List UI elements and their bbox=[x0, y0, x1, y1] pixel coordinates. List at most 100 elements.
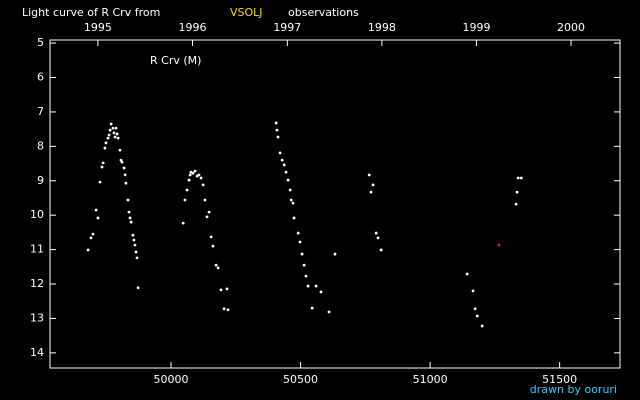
data-point bbox=[480, 324, 484, 328]
data-point bbox=[123, 173, 127, 177]
data-point bbox=[211, 244, 215, 248]
data-point bbox=[278, 151, 282, 155]
data-point bbox=[189, 170, 193, 174]
data-point bbox=[497, 243, 501, 247]
data-point bbox=[209, 235, 213, 239]
data-point bbox=[119, 158, 123, 162]
data-point bbox=[127, 210, 131, 214]
data-point bbox=[91, 232, 95, 236]
data-point bbox=[109, 122, 113, 126]
data-point bbox=[274, 121, 278, 125]
y-tick-label: 10 bbox=[30, 208, 44, 221]
data-point bbox=[291, 201, 295, 205]
year-label: 1998 bbox=[368, 21, 396, 34]
data-point bbox=[300, 252, 304, 256]
data-point bbox=[133, 243, 137, 247]
data-point bbox=[296, 231, 300, 235]
data-point bbox=[89, 236, 93, 240]
data-point bbox=[201, 183, 205, 187]
data-point bbox=[473, 307, 477, 311]
data-point bbox=[116, 136, 120, 140]
data-point bbox=[226, 308, 230, 312]
data-point bbox=[199, 176, 203, 180]
data-point bbox=[96, 216, 100, 220]
data-point bbox=[374, 231, 378, 235]
data-point bbox=[135, 256, 139, 260]
data-point bbox=[86, 248, 90, 252]
y-tick-label: 11 bbox=[30, 243, 44, 256]
data-point bbox=[282, 163, 286, 167]
data-point bbox=[108, 128, 112, 132]
data-point bbox=[327, 310, 331, 314]
data-point bbox=[120, 160, 124, 164]
y-tick-label: 13 bbox=[30, 311, 44, 324]
data-point bbox=[298, 240, 302, 244]
x-tick-label: 51000 bbox=[413, 373, 448, 386]
x-tick-label: 50000 bbox=[153, 373, 188, 386]
data-point bbox=[113, 135, 117, 139]
data-point bbox=[193, 169, 197, 173]
data-point bbox=[132, 238, 136, 242]
data-point bbox=[129, 220, 133, 224]
data-point bbox=[101, 161, 105, 165]
data-point bbox=[289, 198, 293, 202]
data-point bbox=[183, 198, 187, 202]
data-point bbox=[107, 133, 111, 137]
year-label: 1997 bbox=[273, 21, 301, 34]
year-label: 2000 bbox=[557, 21, 585, 34]
x-tick-label: 50500 bbox=[283, 373, 318, 386]
data-point bbox=[519, 176, 523, 180]
year-label: 1995 bbox=[84, 21, 112, 34]
data-point bbox=[114, 126, 118, 130]
data-point bbox=[284, 170, 288, 174]
data-point bbox=[128, 216, 132, 220]
data-point bbox=[115, 132, 119, 136]
data-point bbox=[112, 131, 116, 135]
data-point bbox=[292, 216, 296, 220]
data-point bbox=[376, 236, 380, 240]
year-label: 1996 bbox=[179, 21, 207, 34]
data-point bbox=[187, 178, 191, 182]
year-label: 1999 bbox=[462, 21, 490, 34]
data-point bbox=[103, 146, 107, 150]
data-point bbox=[203, 198, 207, 202]
star-label: R Crv (M) bbox=[150, 54, 201, 67]
plot-frame bbox=[49, 39, 621, 369]
data-point bbox=[516, 176, 520, 180]
y-tick-label: 14 bbox=[30, 346, 44, 359]
source-label: VSOLJ bbox=[230, 6, 263, 19]
data-point bbox=[100, 165, 104, 169]
data-point bbox=[122, 166, 126, 170]
chart-title-end: observations bbox=[288, 6, 359, 19]
data-point bbox=[98, 180, 102, 184]
data-point bbox=[367, 173, 371, 177]
data-point bbox=[118, 148, 122, 152]
data-point bbox=[310, 306, 314, 310]
data-point bbox=[222, 307, 226, 311]
y-tick-label: 12 bbox=[30, 277, 44, 290]
y-tick-label: 5 bbox=[37, 36, 44, 49]
data-point bbox=[275, 128, 279, 132]
data-point bbox=[111, 126, 115, 130]
data-point bbox=[280, 158, 284, 162]
data-point bbox=[304, 274, 308, 278]
data-point bbox=[465, 272, 469, 276]
data-point bbox=[306, 284, 310, 288]
data-point bbox=[286, 178, 290, 182]
data-point bbox=[288, 188, 292, 192]
data-point bbox=[379, 248, 383, 252]
data-point bbox=[181, 221, 185, 225]
y-tick-label: 7 bbox=[37, 105, 44, 118]
data-point bbox=[515, 190, 519, 194]
data-point bbox=[126, 198, 130, 202]
data-point bbox=[314, 284, 318, 288]
data-point bbox=[124, 181, 128, 185]
data-point bbox=[197, 173, 201, 177]
data-point bbox=[185, 188, 189, 192]
data-point bbox=[131, 233, 135, 237]
y-tick-label: 8 bbox=[37, 139, 44, 152]
data-point bbox=[219, 288, 223, 292]
data-point bbox=[471, 289, 475, 293]
data-point bbox=[134, 250, 138, 254]
